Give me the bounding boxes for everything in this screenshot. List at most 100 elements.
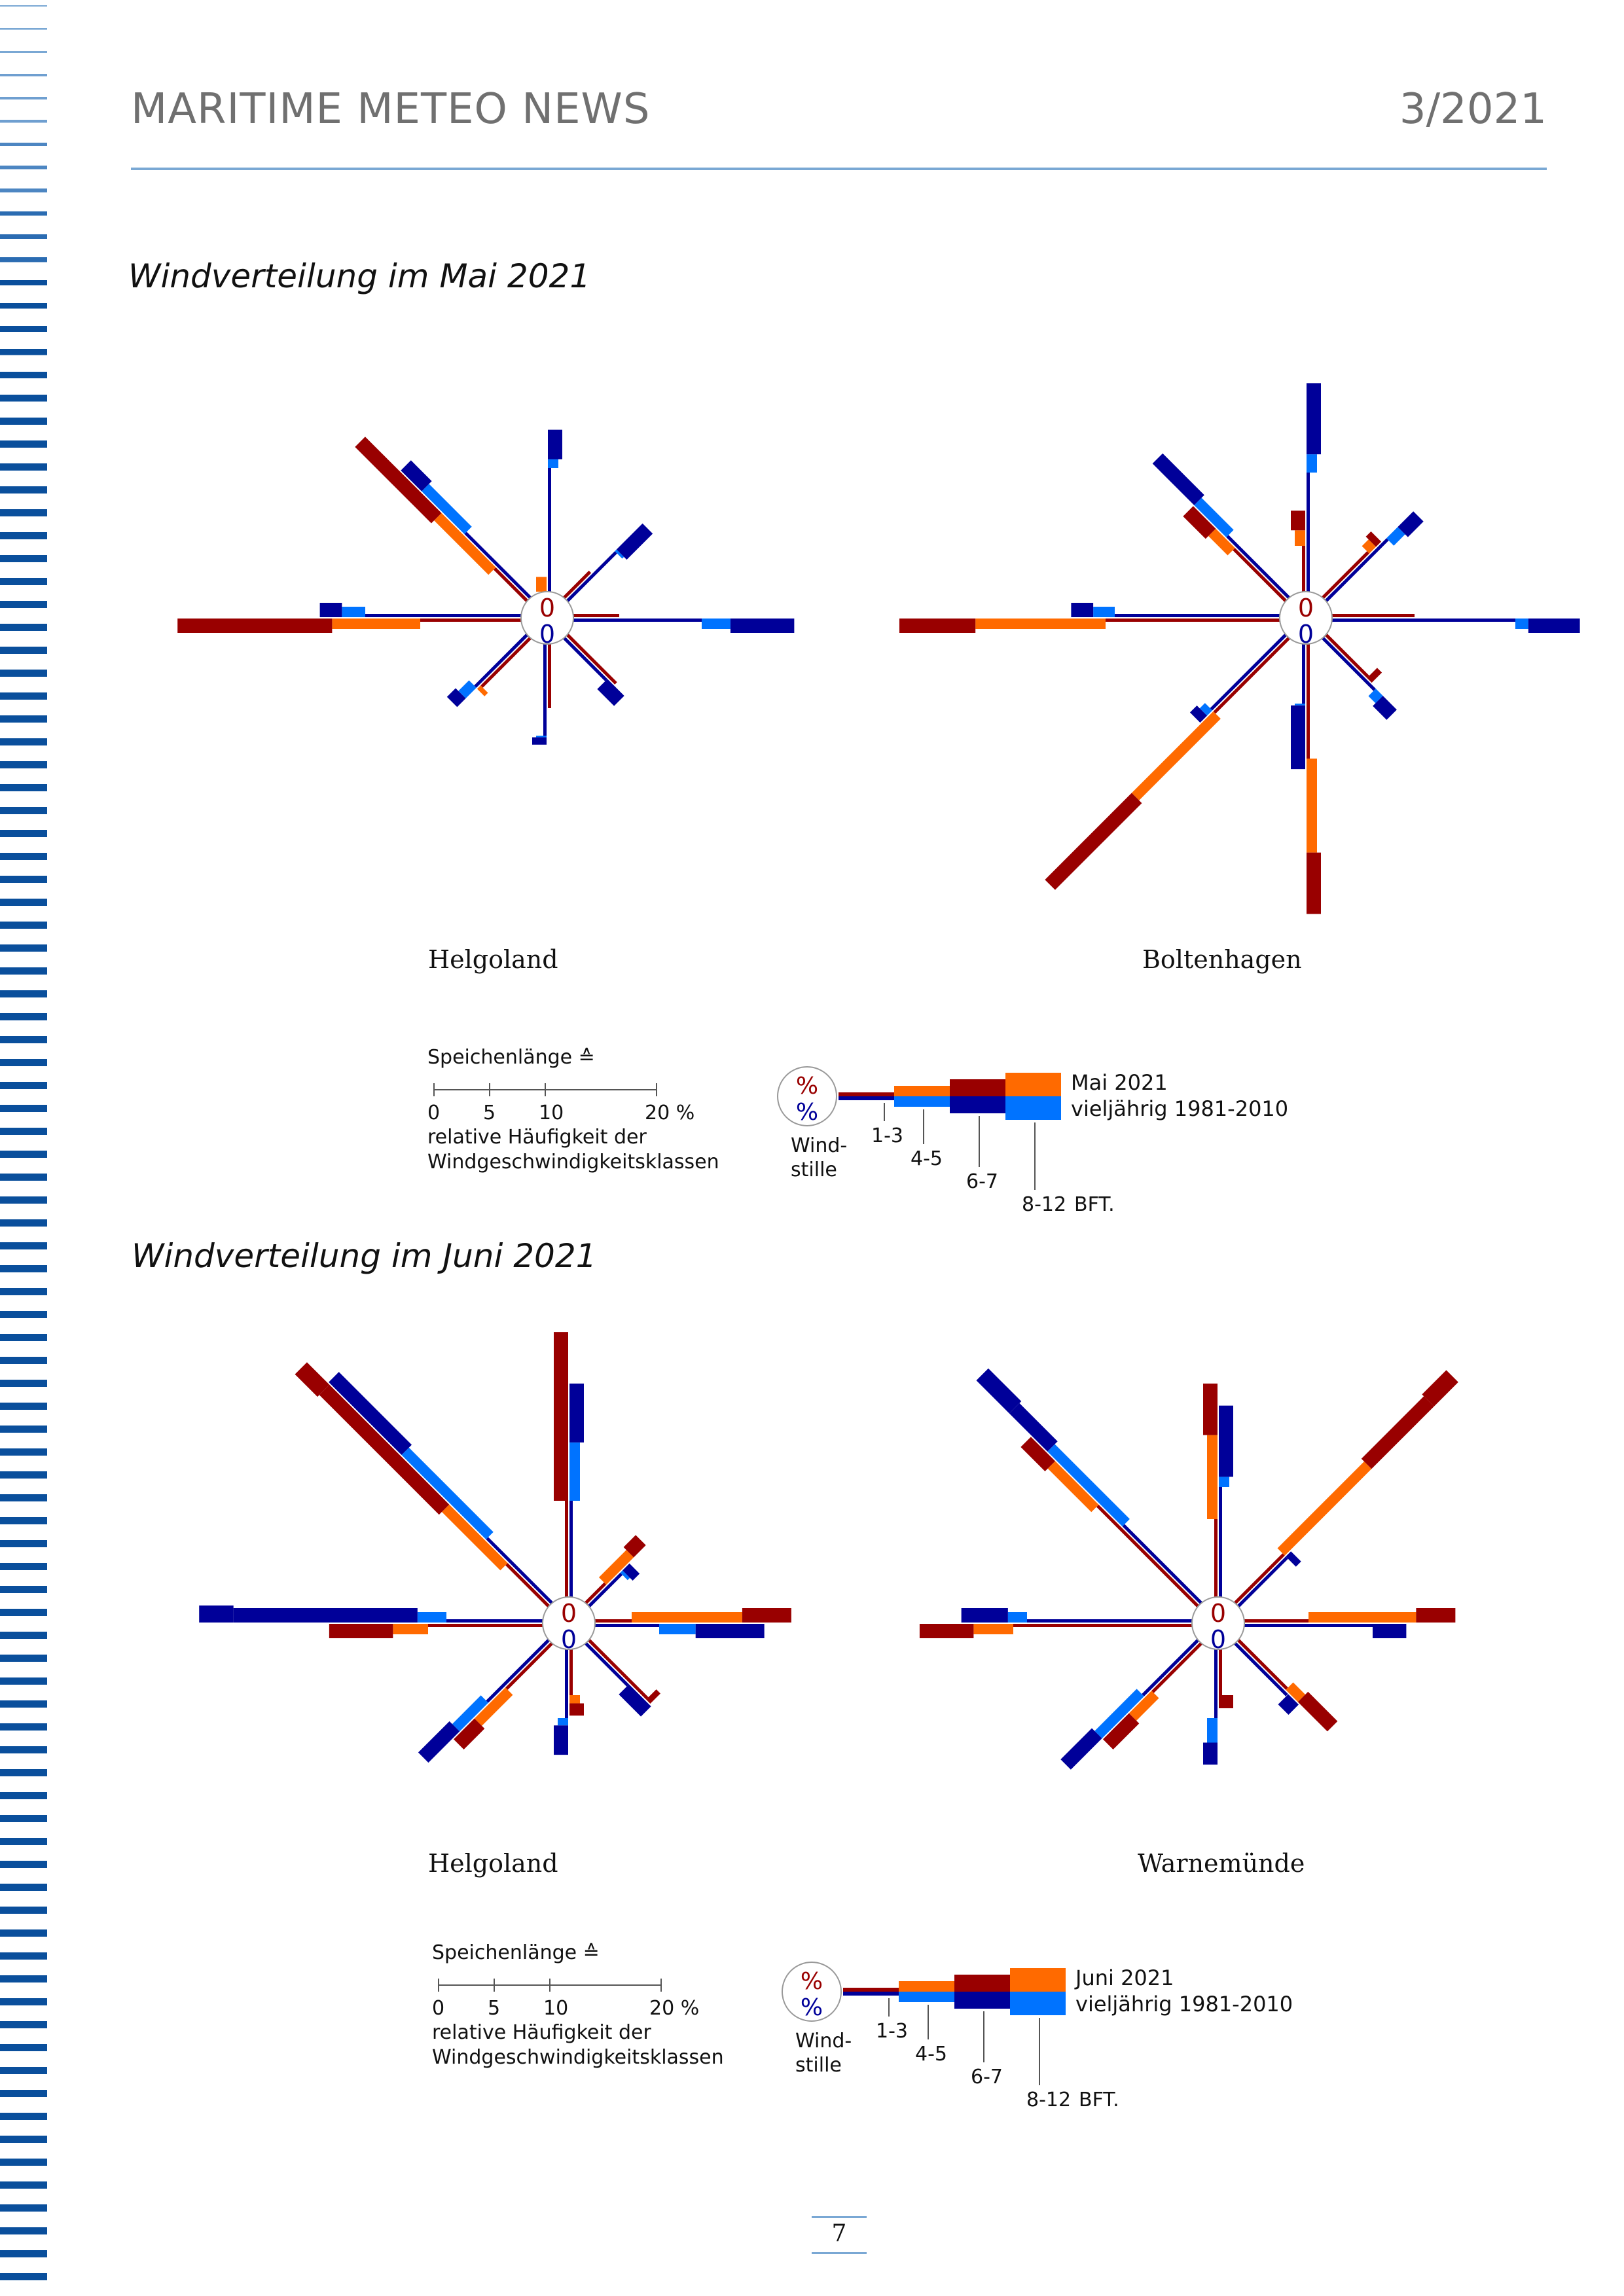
rose-spoke-se [646,1689,660,1704]
legend-bar-current [843,1988,899,1992]
scale-tick-label: 5 [488,1997,500,2020]
legend-bar-climatology [1005,1096,1061,1120]
stripe [0,692,47,700]
rose-spoke-ne [615,549,624,559]
scale-tick-label: 5 [483,1102,496,1124]
stripe [0,1792,47,1799]
wind-rose: 00 [899,383,1580,914]
page-header-title: MARITIME METEO NEWS [131,85,651,134]
rose-spoke-sw [1060,1728,1102,1770]
stripe [0,509,47,516]
rose-spoke-sw [505,1641,553,1690]
rose-spoke-se [587,1639,649,1700]
rose-spoke-nw [1183,506,1216,539]
scale-description: relative Häufigkeit der [432,2021,651,2044]
rose-spoke-ne [1324,538,1389,602]
stripe [0,1563,47,1570]
stripe [0,1357,47,1364]
calm-circle [777,1066,837,1126]
stripe [0,1288,47,1295]
rose-spoke-se [563,636,607,681]
rose-spoke-se [1286,1682,1306,1702]
legend-climatology-label: vieljährig 1981-2010 [1075,1992,1293,2017]
stripe [0,761,47,768]
rose-spoke-se [585,1641,629,1687]
scale-tick-label: 0 [432,1997,444,2020]
class-label: 1-3 [871,1124,903,1147]
rose-spoke-ne [585,1582,607,1605]
rose-spoke-nw [1194,497,1234,537]
rose-spoke-nw [355,437,442,524]
rose-spoke-nw [1208,528,1235,556]
legend-bar-current [954,1975,1010,1992]
rose-spoke-sw [1210,634,1288,711]
rose-spoke-nw [422,484,472,535]
stripe [0,74,47,77]
stripe [0,303,47,309]
class-label: 4-5 [915,2043,947,2066]
wind-rose-legend: Speichenlänge ≙ 0 5 10 20 %relative Häufigke… [432,1941,1293,2111]
rose-spoke-ne [1286,1551,1301,1567]
stripe [0,211,47,216]
stripe [0,1975,47,1982]
calm-circle [1279,591,1333,645]
stripe [0,532,47,539]
stripe [0,5,47,7]
legend-bar-climatology [839,1096,894,1100]
station-label: Helgoland [428,1849,558,1878]
stripe [0,418,47,425]
stripe [0,2204,47,2212]
stripe [0,784,47,791]
calm-value-climatology: 0 [539,620,555,649]
stripe [0,1174,47,1181]
rose-spoke-nw [441,1504,508,1571]
class-label: 6-7 [971,2066,1003,2089]
unit-label: BFT. [1074,1193,1115,1216]
stripe [0,463,47,471]
stripe [0,922,47,929]
calm-percent-climatology: % [801,1994,823,2021]
rose-spoke-sw [458,680,477,698]
rose-spoke-ne [1365,531,1382,547]
rose-spoke-se [1278,1694,1299,1715]
stripe [0,2181,47,2189]
station-label: Boltenhagen [1142,945,1302,974]
rose-spoke-sw [486,1639,550,1703]
page-number-rule-bottom [812,2252,867,2254]
rose-spoke-sw [1102,1713,1140,1749]
stripe [0,2159,47,2166]
legend-bar-climatology [1010,1992,1066,2015]
rose-spoke-nw [493,567,529,602]
legend-bar-current [1010,1968,1066,1992]
legend-climatology-label: vieljährig 1981-2010 [1071,1096,1288,1121]
rose-spoke-nw [1020,1437,1056,1471]
header-rule [131,168,1547,170]
decorative-stripe-band [0,5,47,2280]
stripe [0,1334,47,1341]
stripe [0,601,47,608]
calm-label: stille [795,2054,842,2077]
calm-percent-climatology: % [796,1099,818,1126]
rose-spoke-ne [1236,1556,1288,1607]
calm-circle [1191,1596,1245,1650]
rose-spoke-ne [1362,539,1377,554]
wind-rose: 00 [919,1368,1458,1770]
section-title-june: Windverteilung im Juni 2021 [132,1237,597,1275]
rose-spoke-nw [505,1563,550,1607]
scale-tick-label: 20 % [649,1997,699,2020]
scale-tick-label: 0 [427,1102,440,1124]
stripe [0,967,47,975]
rose-spoke-ne [616,523,653,560]
calm-value-current: 0 [539,594,555,622]
rose-spoke-se [619,1684,651,1717]
rose-spoke-nw [1047,1444,1130,1527]
stripe [0,1586,47,1593]
class-label: 6-7 [966,1170,998,1193]
rose-spoke-nw [329,1372,412,1456]
rose-spoke-ne [1422,1370,1458,1407]
stripe [0,1517,47,1524]
scale-tick-label: 10 [543,1997,568,2020]
stripe [0,2250,47,2257]
stripe [0,1151,47,1158]
stripe [0,1723,47,1731]
